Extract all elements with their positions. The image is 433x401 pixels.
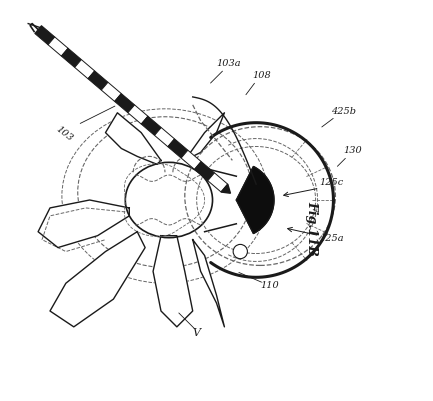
Text: V: V	[193, 327, 201, 337]
Polygon shape	[221, 185, 230, 194]
Polygon shape	[168, 140, 188, 159]
Text: 103a: 103a	[216, 59, 241, 68]
Text: 110: 110	[260, 281, 279, 290]
Text: 130: 130	[343, 146, 362, 155]
Polygon shape	[106, 113, 161, 165]
Polygon shape	[61, 49, 81, 68]
Polygon shape	[181, 151, 201, 170]
Text: 425b: 425b	[332, 107, 356, 115]
Polygon shape	[141, 117, 161, 136]
Text: Fig.11B: Fig.11B	[305, 201, 318, 255]
Polygon shape	[155, 128, 174, 147]
Polygon shape	[74, 61, 95, 79]
Polygon shape	[101, 83, 121, 102]
Polygon shape	[193, 240, 224, 327]
Polygon shape	[208, 173, 228, 192]
Polygon shape	[35, 26, 55, 46]
Text: 103: 103	[54, 124, 74, 143]
Polygon shape	[185, 113, 224, 161]
Polygon shape	[88, 72, 108, 91]
Text: 125a: 125a	[320, 233, 344, 242]
Polygon shape	[115, 94, 135, 113]
Text: 108: 108	[252, 71, 271, 80]
Circle shape	[233, 245, 247, 259]
Polygon shape	[194, 162, 214, 181]
Polygon shape	[38, 200, 129, 248]
Polygon shape	[48, 38, 68, 57]
Polygon shape	[50, 232, 145, 327]
Ellipse shape	[125, 163, 213, 238]
Polygon shape	[236, 167, 274, 234]
Text: 125c: 125c	[320, 178, 344, 187]
Polygon shape	[153, 236, 193, 327]
Polygon shape	[128, 105, 148, 125]
